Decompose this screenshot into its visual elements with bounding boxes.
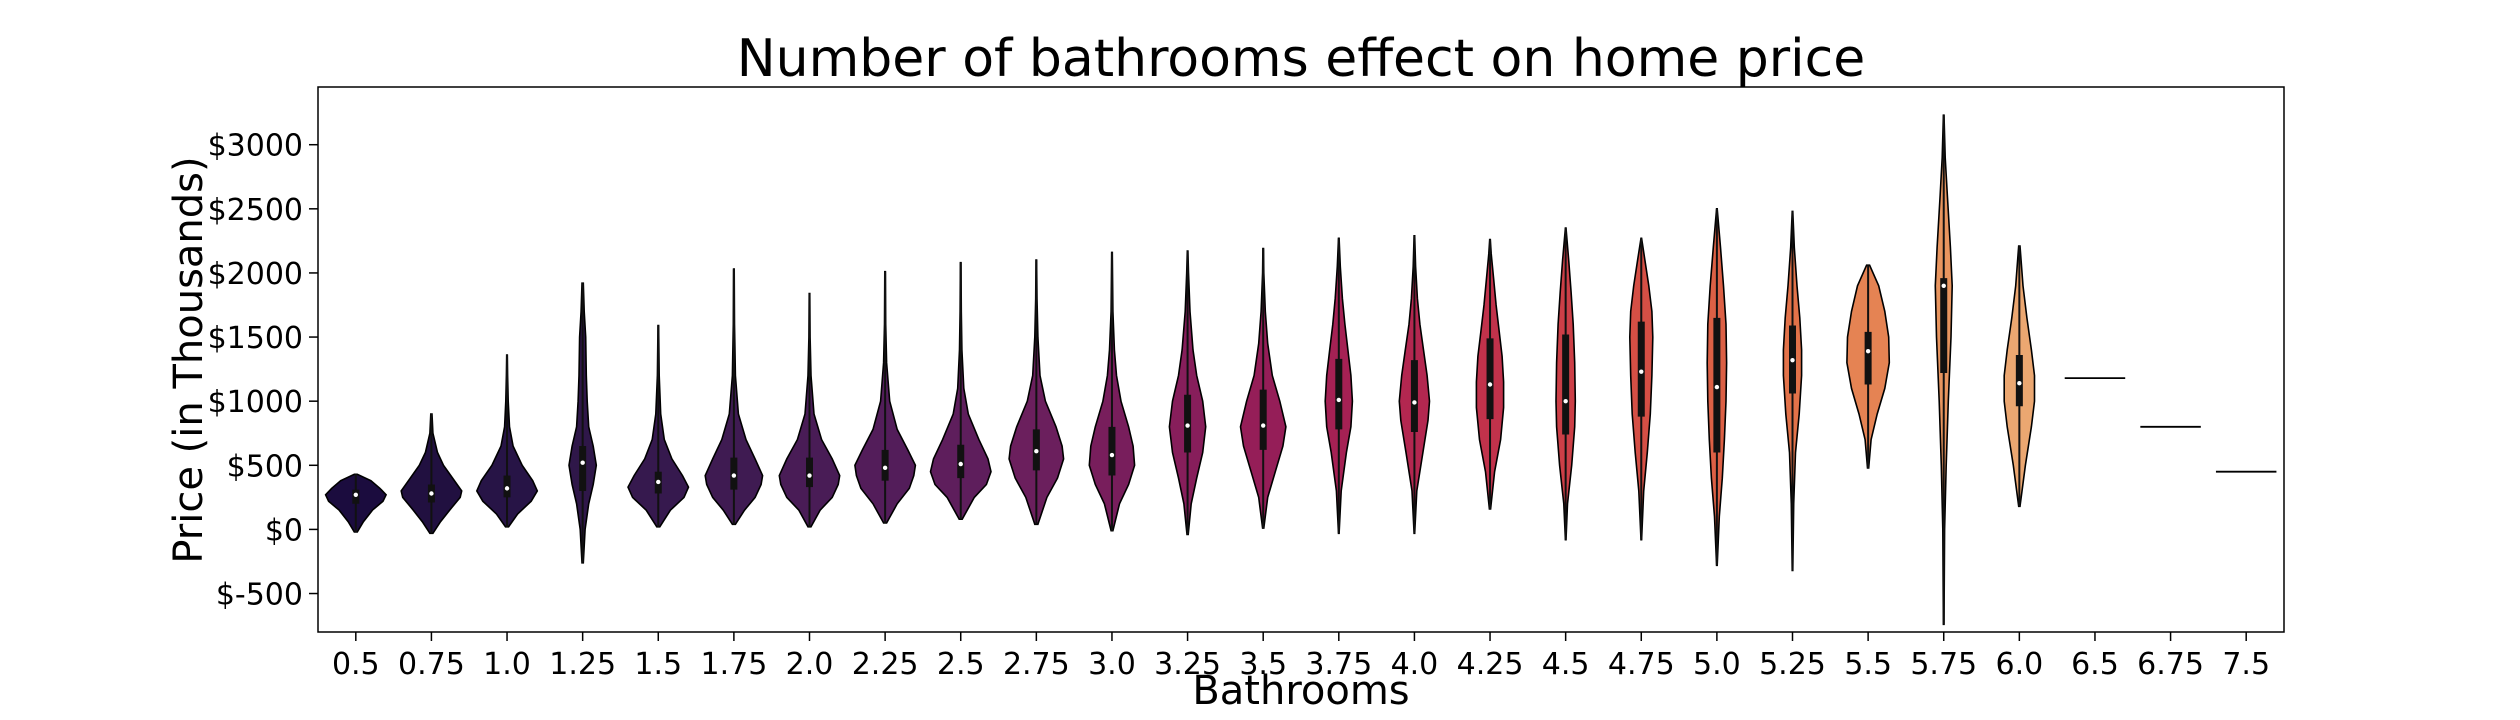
violin-median xyxy=(1714,384,1720,390)
x-tick-label: 0.5 xyxy=(332,647,380,682)
y-tick-label: $2500 xyxy=(208,193,303,228)
violin-median xyxy=(1109,452,1115,458)
violin-3.5 xyxy=(1239,247,1287,529)
x-tick-label: 4.75 xyxy=(1608,647,1675,682)
x-tick-label: 1.0 xyxy=(483,647,531,682)
violin-5.0 xyxy=(1706,208,1728,567)
violin-median xyxy=(1865,348,1871,354)
x-tick-label: 6.75 xyxy=(2137,647,2204,682)
x-tick-label: 3.0 xyxy=(1088,647,1136,682)
violin-3.0 xyxy=(1088,251,1136,532)
x-tick-label: 6.5 xyxy=(2071,647,2119,682)
violin-0.75 xyxy=(400,413,463,535)
violin-2.25 xyxy=(854,270,917,524)
violin-median xyxy=(1941,283,1946,288)
x-tick-label: 7.5 xyxy=(2222,647,2270,682)
x-tick-label: 4.0 xyxy=(1391,647,1439,682)
violin-2.5 xyxy=(929,261,992,520)
violin-3.25 xyxy=(1168,250,1207,536)
violin-median xyxy=(731,473,737,478)
violin-median xyxy=(1639,369,1644,374)
y-tick-label: $2000 xyxy=(208,257,303,292)
violin-median xyxy=(1412,400,1417,405)
violin-0.5 xyxy=(324,473,388,533)
x-axis-label: Bathrooms xyxy=(1192,668,1409,714)
violin-6.0 xyxy=(2003,245,2036,508)
x-tick-label: 2.75 xyxy=(1003,647,1070,682)
violin-5.5 xyxy=(1846,264,1891,469)
violin-median xyxy=(1034,448,1039,454)
violin-median xyxy=(1563,398,1568,404)
violin-median xyxy=(2017,381,2022,386)
violin-median xyxy=(580,460,585,465)
x-tick-label: 2.25 xyxy=(852,647,919,682)
violin-median xyxy=(1336,397,1342,403)
x-axis: 0.5 0.75 1.0 1.25 1.5 1.75 2.0 2.25 2.5 2.75 3.0 3.… xyxy=(332,632,2270,682)
y-tick-label: $1000 xyxy=(208,385,303,420)
violin-2.75 xyxy=(1008,259,1065,526)
x-tick-label: 3.25 xyxy=(1154,647,1221,682)
x-tick-label: 5.0 xyxy=(1693,647,1741,682)
violin-5.75 xyxy=(1934,114,1954,626)
x-tick-label: 5.75 xyxy=(1910,647,1977,682)
violin-1.75 xyxy=(704,268,764,526)
x-tick-label: 1.75 xyxy=(700,647,767,682)
violin-median xyxy=(958,461,963,467)
violin-4.75 xyxy=(1628,237,1654,541)
y-axis-label: Price (in Thousands) xyxy=(166,156,212,563)
x-tick-label: 2.5 xyxy=(937,647,985,682)
x-tick-label: 6.0 xyxy=(1995,647,2043,682)
violin-5.25 xyxy=(1782,210,1803,572)
violin-3.75 xyxy=(1324,237,1354,535)
violin-median xyxy=(1790,357,1795,363)
y-tick-label: $-500 xyxy=(216,578,303,613)
violin-4.25 xyxy=(1475,238,1505,510)
x-tick-label: 3.75 xyxy=(1305,647,1372,682)
violin-1.5 xyxy=(627,324,690,528)
violin-4.0 xyxy=(1398,235,1431,535)
violin-median xyxy=(1487,382,1493,387)
x-tick-label: 1.25 xyxy=(549,647,616,682)
violin-median xyxy=(504,486,510,491)
violin-median xyxy=(882,465,888,471)
y-tick-label: $0 xyxy=(265,513,303,548)
x-tick-label: 5.25 xyxy=(1759,647,1826,682)
y-tick-label: $1500 xyxy=(208,321,303,356)
plot-area xyxy=(324,114,2277,626)
violin-median xyxy=(429,491,434,496)
violin-median xyxy=(353,492,359,497)
violin-median xyxy=(656,479,661,485)
x-tick-label: 0.75 xyxy=(398,647,465,682)
x-tick-label: 2.0 xyxy=(786,647,834,682)
violin-median xyxy=(807,473,812,478)
violin-median xyxy=(1260,423,1266,428)
violin-4.5 xyxy=(1555,227,1577,541)
violin-1.0 xyxy=(475,354,539,528)
y-tick-label: $3000 xyxy=(208,129,303,164)
y-tick-label: $500 xyxy=(227,449,303,484)
violin-median xyxy=(1185,423,1190,428)
y-axis: $-500 $0 $500 $1000 $1500 $2000 $2500 $3000 xyxy=(208,129,318,613)
chart-title: Number of bathrooms effect on home price xyxy=(737,29,1865,89)
x-tick-label: 1.5 xyxy=(634,647,682,682)
x-tick-label: 5.5 xyxy=(1844,647,1892,682)
x-tick-label: 4.25 xyxy=(1457,647,1524,682)
x-tick-label: 3.5 xyxy=(1239,647,1287,682)
violin-1.25 xyxy=(568,282,598,564)
plot-frame xyxy=(317,86,2285,633)
x-tick-label: 4.5 xyxy=(1542,647,1590,682)
violin-2.0 xyxy=(778,292,841,528)
